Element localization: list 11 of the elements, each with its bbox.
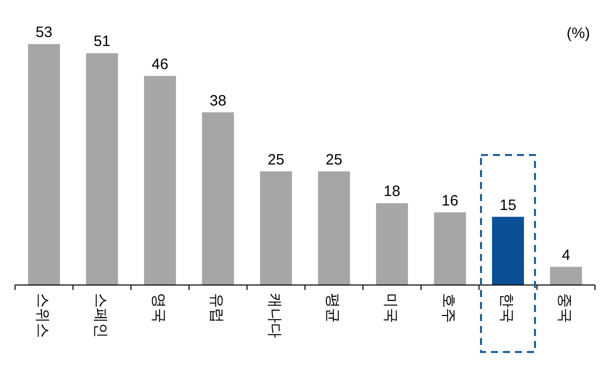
data-label: 25 [326,151,342,168]
text: (%) [566,25,590,42]
data-label: 4 [562,246,570,264]
data-label: 25 [268,151,284,168]
data-label: 16 [442,192,458,210]
data-label: 46 [152,56,168,73]
data-label: 18 [384,183,400,200]
data-label: 53 [36,24,52,42]
data-label: 51 [94,33,110,50]
data-label: 15 [500,196,516,214]
data-label: 38 [210,92,226,110]
